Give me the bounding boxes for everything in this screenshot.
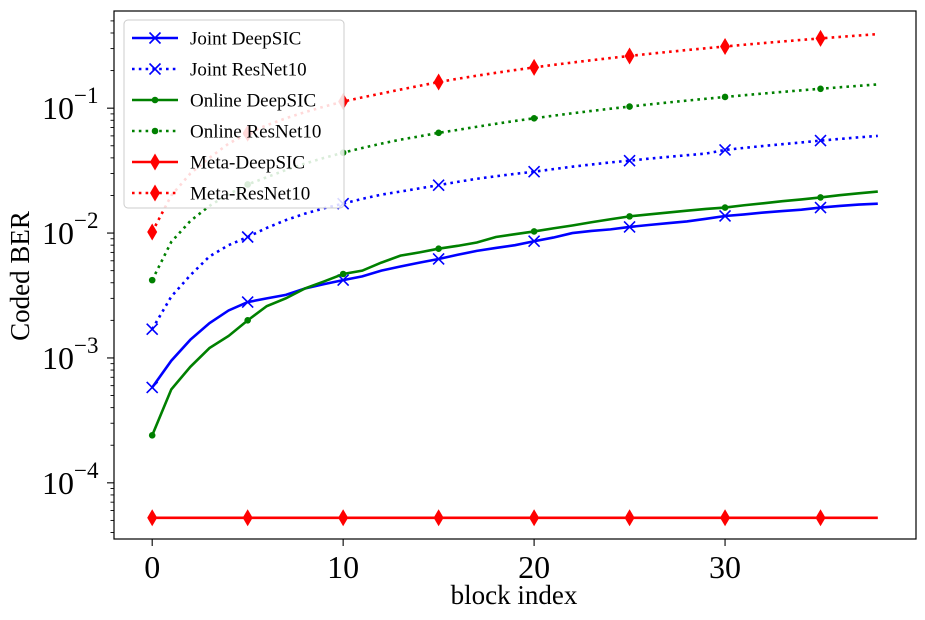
y-tick-label: 10−3 bbox=[42, 333, 98, 376]
legend-marker bbox=[151, 96, 159, 104]
legend-label: Joint ResNet10 bbox=[190, 60, 307, 81]
data-point bbox=[528, 235, 541, 248]
x-axis: 0 10 20 30 bbox=[144, 539, 741, 585]
data-point bbox=[815, 509, 826, 527]
series-line bbox=[151, 134, 878, 330]
data-point bbox=[146, 323, 159, 336]
legend-label: Meta-DeepSIC bbox=[190, 153, 305, 174]
data-point bbox=[242, 509, 253, 527]
axes-frame bbox=[113, 10, 917, 540]
data-point bbox=[529, 509, 540, 527]
series-online-resnet10 bbox=[148, 83, 878, 284]
data-point bbox=[720, 509, 731, 527]
data-point bbox=[433, 509, 444, 527]
legend-entry: Meta-ResNet10 bbox=[132, 184, 310, 205]
series-line bbox=[151, 202, 878, 389]
x-tick-label: 30 bbox=[709, 549, 741, 585]
data-point bbox=[624, 509, 635, 527]
series-line bbox=[151, 32, 878, 233]
data-point bbox=[241, 296, 254, 309]
x-axis-label: block index bbox=[451, 580, 578, 610]
data-point bbox=[435, 245, 442, 252]
data-point bbox=[817, 194, 824, 201]
data-point bbox=[626, 213, 633, 220]
plot-area bbox=[146, 29, 878, 527]
y-tick-label: 10−2 bbox=[42, 208, 98, 251]
series-joint-deepsic bbox=[146, 201, 878, 394]
data-point bbox=[435, 129, 442, 137]
legend-entry: Online DeepSIC bbox=[132, 91, 316, 112]
data-point bbox=[626, 103, 633, 110]
legend-label: Joint DeepSIC bbox=[190, 29, 301, 50]
legend-box bbox=[123, 19, 345, 209]
series-line bbox=[150, 190, 878, 436]
legend-marker bbox=[148, 62, 162, 76]
legend-marker bbox=[151, 127, 159, 135]
data-point bbox=[338, 509, 349, 527]
data-point bbox=[244, 317, 251, 324]
legend-marker bbox=[148, 31, 162, 45]
data-point bbox=[721, 93, 729, 101]
x-tick-label: 0 bbox=[144, 549, 160, 585]
series-meta-resnet10 bbox=[147, 29, 878, 241]
data-point bbox=[623, 220, 636, 233]
data-point bbox=[528, 165, 541, 178]
data-point bbox=[623, 154, 636, 167]
legend-entry: Online ResNet10 bbox=[132, 122, 321, 143]
x-tick-label: 10 bbox=[327, 549, 359, 585]
data-point bbox=[432, 179, 445, 192]
data-point bbox=[148, 276, 156, 284]
x-tick-label: 20 bbox=[518, 549, 550, 585]
y-axis: 10−4 10−3 10−2 10−1 bbox=[42, 20, 114, 533]
data-point bbox=[146, 381, 159, 394]
y-tick-label: 10−4 bbox=[42, 458, 99, 501]
data-point bbox=[148, 432, 156, 439]
legend: Joint DeepSIC Joint ResNet10 Online DeepSI… bbox=[123, 19, 345, 209]
data-point bbox=[433, 73, 444, 91]
legend-marker bbox=[150, 153, 160, 171]
data-point bbox=[530, 228, 538, 235]
data-point bbox=[718, 143, 732, 157]
data-point bbox=[530, 114, 538, 122]
legend-marker bbox=[150, 184, 160, 202]
data-point bbox=[814, 134, 827, 147]
legend-label: Online ResNet10 bbox=[190, 122, 321, 143]
legend-entry: Joint DeepSIC bbox=[132, 29, 301, 50]
y-tick-label: 10−1 bbox=[42, 83, 98, 126]
series-meta-deepsic bbox=[147, 509, 878, 527]
data-point bbox=[721, 204, 729, 211]
data-point bbox=[718, 209, 732, 223]
legend-label: Online DeepSIC bbox=[190, 91, 316, 112]
data-point bbox=[339, 270, 347, 278]
y-axis-label: Coded BER bbox=[5, 211, 35, 341]
data-point bbox=[624, 47, 635, 65]
data-point bbox=[814, 201, 827, 214]
legend-label: Meta-ResNet10 bbox=[190, 184, 310, 205]
legend-entry: Meta-DeepSIC bbox=[132, 153, 305, 174]
legend-entry: Joint ResNet10 bbox=[132, 60, 307, 81]
data-point bbox=[147, 509, 158, 527]
data-point bbox=[817, 85, 824, 93]
data-point bbox=[241, 230, 254, 244]
series-online-deepsic bbox=[148, 190, 878, 439]
data-point bbox=[529, 58, 540, 76]
data-point bbox=[815, 29, 826, 47]
data-point bbox=[720, 37, 731, 55]
data-point bbox=[147, 223, 158, 241]
data-point bbox=[432, 252, 445, 266]
